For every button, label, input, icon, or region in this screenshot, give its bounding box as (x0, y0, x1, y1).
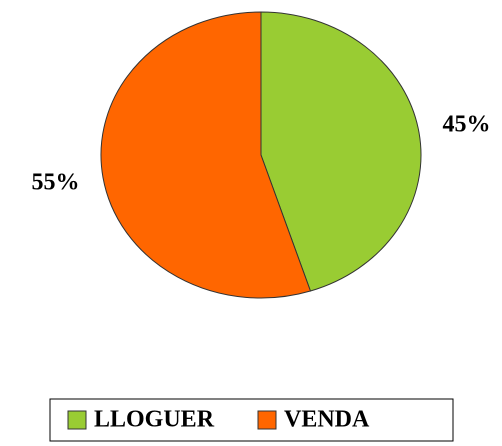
legend-label: LLOGUER (94, 407, 215, 433)
data-label: 55% (32, 170, 80, 196)
legend-swatch (67, 410, 87, 430)
legend-swatch (257, 410, 277, 430)
pie-slice (100, 11, 312, 299)
data-label: 45% (442, 111, 490, 137)
pie-slice (260, 11, 422, 292)
legend-box (49, 398, 454, 442)
legend-label: VENDA (284, 407, 370, 433)
